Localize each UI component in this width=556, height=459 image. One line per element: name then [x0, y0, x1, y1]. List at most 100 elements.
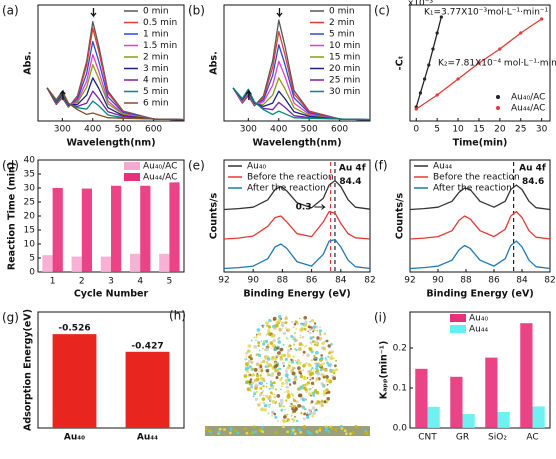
molecule-atom — [262, 394, 265, 397]
molecule-atom — [301, 335, 305, 339]
molecule-atom — [308, 328, 312, 331]
x-tick-label: SiO₂ — [488, 433, 507, 443]
plot-frame — [409, 4, 551, 122]
molecule-atom — [284, 373, 289, 378]
molecule-atom — [334, 364, 337, 368]
molecule-atom — [310, 402, 312, 405]
annotation: 84.4 — [339, 177, 361, 187]
molecule-atom — [281, 321, 285, 326]
annotation: 84.6 — [522, 177, 544, 187]
molecule-atom — [281, 385, 283, 388]
molecule-atom — [327, 388, 329, 391]
annotation: 0.3 — [296, 203, 312, 213]
panel-label: (a) — [2, 4, 19, 18]
bar — [52, 334, 97, 428]
series-line — [223, 179, 371, 211]
surface-atom — [286, 430, 289, 434]
molecule-atom — [254, 339, 258, 342]
molecule-atom — [327, 355, 330, 358]
molecule-atom — [314, 402, 317, 405]
molecule-atom — [293, 331, 297, 335]
data-point — [519, 31, 523, 35]
molecule-atom — [290, 360, 295, 364]
molecule-atom — [263, 408, 267, 412]
annotation: Au 4f — [519, 163, 546, 173]
x-tick-label: 600 — [145, 125, 162, 135]
molecule-atom — [300, 412, 303, 415]
molecule-atom — [265, 368, 270, 373]
molecule-atom — [247, 349, 251, 353]
x-tick-label: 88 — [277, 276, 289, 286]
molecule-atom — [262, 342, 266, 346]
molecule-atom — [313, 343, 317, 346]
molecule-atom — [308, 413, 311, 416]
x-tick-label: AC — [526, 433, 538, 443]
molecule-atom — [254, 397, 258, 401]
molecule-atom — [268, 363, 272, 368]
molecule-atom — [269, 403, 272, 406]
molecule-atom — [298, 394, 301, 398]
x-axis-label: Time(min) — [453, 138, 508, 149]
series-line — [409, 184, 551, 211]
molecule-atom — [286, 394, 291, 399]
molecule-atom — [292, 420, 295, 423]
molecule-atom — [315, 363, 320, 368]
molecule-atom — [276, 394, 281, 398]
x-tick-label: 5 — [167, 277, 173, 287]
molecule-atom — [322, 346, 326, 351]
molecule-atom — [318, 363, 323, 367]
molecule-atom — [274, 367, 277, 370]
x-tick-label: 600 — [331, 125, 348, 135]
data-point — [439, 15, 443, 19]
surface-atom — [290, 431, 294, 435]
y-tick-label: 35 — [24, 170, 35, 180]
legend-swatch — [496, 95, 500, 99]
molecule-atom — [325, 378, 330, 383]
y-axis-label: Abs. — [209, 51, 220, 74]
molecule-atom — [318, 338, 322, 342]
x-axis-label: Binding Energy (eV) — [426, 289, 533, 300]
surface-atom — [299, 430, 303, 434]
molecule-atom — [272, 338, 276, 343]
surface-atom — [205, 427, 208, 430]
surface-atom — [254, 430, 258, 434]
molecule-atom — [260, 361, 263, 364]
molecule-atom — [264, 339, 269, 344]
surface-atom — [343, 429, 347, 433]
y-tick-label: 0.0 — [393, 424, 408, 434]
legend-label: 2 min — [329, 18, 355, 28]
molecule-atom — [316, 409, 319, 412]
molecule-atom — [275, 321, 280, 325]
data-point — [435, 93, 439, 97]
x-tick-label: 86 — [488, 276, 500, 286]
molecule-atom — [315, 377, 318, 380]
molecule-atom — [269, 341, 274, 345]
molecule-atom — [267, 403, 269, 406]
molecule-atom — [312, 336, 315, 339]
molecule-atom — [285, 368, 288, 370]
molecule-atom — [331, 369, 336, 373]
molecule-atom — [255, 335, 258, 338]
molecule-atom — [267, 325, 272, 329]
molecule-atom — [308, 324, 310, 327]
molecule-atom — [314, 357, 317, 360]
molecule-atom — [279, 355, 282, 358]
molecule-atom — [252, 395, 255, 398]
molecule-atom — [286, 378, 289, 380]
molecule-atom — [245, 362, 249, 367]
molecule-atom — [284, 379, 288, 383]
molecule-atom — [271, 400, 276, 404]
molecule-atom — [271, 410, 275, 414]
x-tick-label: 3 — [108, 277, 114, 287]
surface-atom — [218, 427, 222, 431]
molecule-atom — [296, 419, 299, 423]
molecule-atom — [314, 340, 319, 345]
molecule-atom — [312, 325, 316, 329]
molecule-atom — [275, 357, 278, 361]
molecule-atom — [307, 330, 309, 333]
molecule-atom — [244, 357, 247, 361]
molecule-atom — [283, 353, 287, 357]
y-tick-label: 30 — [24, 184, 36, 194]
molecule-atom — [316, 371, 321, 376]
molecule-atom — [328, 363, 332, 367]
